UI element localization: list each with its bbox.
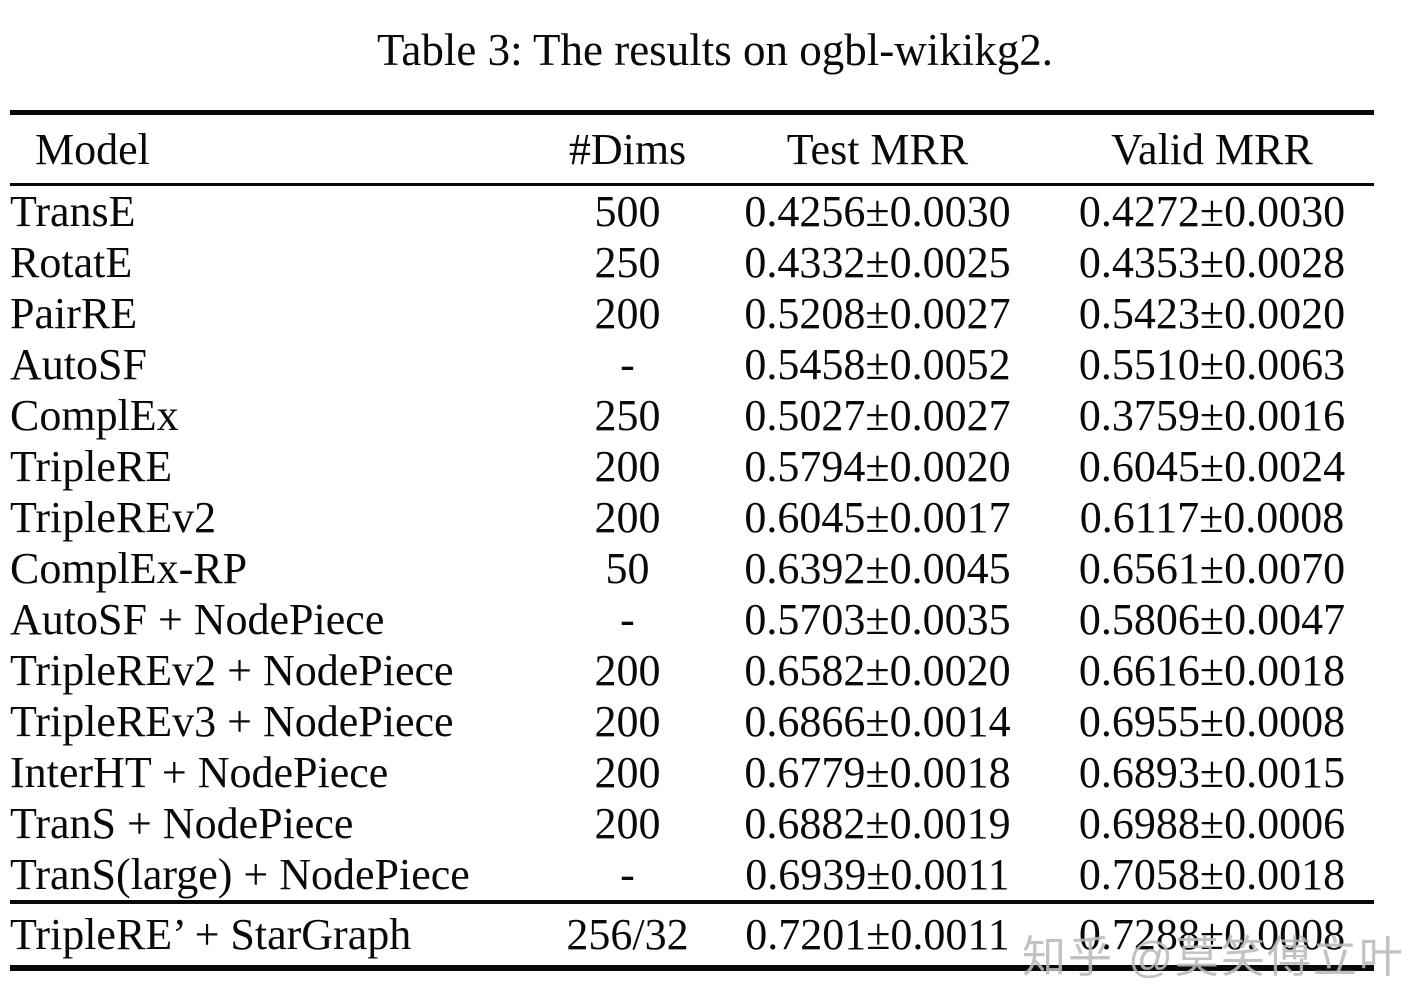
dims-cell: 250 [594, 238, 661, 287]
test-mrr-cell: 0.5208±0.0027 [744, 289, 1011, 338]
table-row: TranS(large) + NodePiece - 0.6939±0.0011 0.… [10, 849, 1374, 902]
dims-cell: - [620, 850, 635, 899]
table-row: PairRE 200 0.5208±0.0027 0.5423±0.0020 [10, 288, 1374, 339]
valid-mrr-cell: 0.7058±0.0018 [1078, 850, 1346, 899]
test-mrr-cell: 0.5703±0.0035 [744, 595, 1011, 644]
table-row: ComplEx-RP 50 0.6392±0.0045 0.6561±0.0070 [10, 543, 1374, 594]
table-row: TripleREv2 + NodePiece 200 0.6582±0.0020 0.… [10, 645, 1374, 696]
table-row: TripleREv2 200 0.6045±0.0017 0.6117±0.0008 [10, 492, 1374, 543]
column-header-test-mrr: Test MRR [705, 112, 1050, 186]
valid-mrr-cell: 0.4353±0.0028 [1078, 238, 1346, 287]
test-mrr-cell: 0.7201±0.0011 [745, 910, 1010, 959]
model-cell: RotatE [10, 238, 133, 287]
model-cell: TripleREv2 + NodePiece [10, 646, 454, 695]
dims-cell: 200 [594, 697, 661, 746]
table-row: AutoSF - 0.5458±0.0052 0.5510±0.0063 [10, 339, 1374, 390]
test-mrr-cell: 0.6882±0.0019 [744, 799, 1011, 848]
model-cell: TranS + NodePiece [10, 799, 354, 848]
model-cell: TripleREv2 [10, 493, 217, 542]
column-header-dims: #Dims [550, 112, 705, 186]
table-row: AutoSF + NodePiece - 0.5703±0.0035 0.5806±0… [10, 594, 1374, 645]
model-cell: InterHT + NodePiece [10, 748, 389, 797]
column-header-valid-mrr: Valid MRR [1050, 112, 1374, 186]
valid-mrr-cell: 0.6117±0.0008 [1079, 493, 1345, 542]
valid-mrr-cell: 0.3759±0.0016 [1078, 391, 1346, 440]
model-cell: PairRE [10, 289, 138, 338]
test-mrr-cell: 0.6939±0.0011 [745, 850, 1010, 899]
valid-mrr-cell: 0.4272±0.0030 [1078, 187, 1346, 236]
dims-cell: 250 [594, 391, 661, 440]
table-header: Model #Dims Test MRR Valid MRR [10, 112, 1374, 186]
test-mrr-cell: 0.6392±0.0045 [744, 544, 1011, 593]
model-cell: TripleREv3 + NodePiece [10, 697, 454, 746]
test-mrr-cell: 0.6779±0.0018 [744, 748, 1011, 797]
valid-mrr-cell: 0.6893±0.0015 [1078, 748, 1346, 797]
valid-mrr-cell: 0.7288±0.0008 [1078, 910, 1346, 959]
table-caption: Table 3: The results on ogbl-wikikg2. [377, 25, 1053, 75]
model-cell: AutoSF + NodePiece [10, 595, 385, 644]
test-mrr-cell: 0.6582±0.0020 [744, 646, 1011, 695]
dims-cell: 500 [594, 187, 661, 236]
valid-mrr-cell: 0.6616±0.0018 [1078, 646, 1346, 695]
table-row: RotatE 250 0.4332±0.0025 0.4353±0.0028 [10, 237, 1374, 288]
test-mrr-cell: 0.5458±0.0052 [744, 340, 1011, 389]
valid-mrr-cell: 0.6561±0.0070 [1078, 544, 1346, 593]
dims-cell: - [620, 340, 635, 389]
table-footer: TripleRE’ + StarGraph 256/32 0.7201±0.0011… [10, 902, 1374, 968]
dims-cell: 50 [605, 544, 650, 593]
test-mrr-cell: 0.4256±0.0030 [744, 187, 1011, 236]
column-header-model: Model [10, 112, 550, 186]
test-mrr-cell: 0.5027±0.0027 [744, 391, 1011, 440]
table-row: TripleRE’ + StarGraph 256/32 0.7201±0.0011… [10, 902, 1374, 968]
valid-mrr-cell: 0.6045±0.0024 [1078, 442, 1346, 491]
model-cell: TranS(large) + NodePiece [10, 850, 470, 899]
valid-mrr-cell: 0.6955±0.0008 [1078, 697, 1346, 746]
table-row: TranS + NodePiece 200 0.6882±0.0019 0.6988±… [10, 798, 1374, 849]
table-row: TripleREv3 + NodePiece 200 0.6866±0.0014 0.… [10, 696, 1374, 747]
valid-mrr-cell: 0.5806±0.0047 [1078, 595, 1346, 644]
valid-mrr-cell: 0.5510±0.0063 [1078, 340, 1346, 389]
model-cell: TripleRE’ + StarGraph [10, 910, 412, 959]
model-cell: TransE [10, 187, 136, 236]
dims-cell: 256/32 [566, 910, 689, 959]
dims-cell: - [620, 595, 635, 644]
zhihu-watermark: 知乎 @莫笑傅立叶 [1022, 933, 1405, 982]
dims-cell: 200 [594, 748, 661, 797]
dims-cell: 200 [594, 799, 661, 848]
table-row: TransE 500 0.4256±0.0030 0.4272±0.0030 [10, 185, 1374, 238]
table-body: TransE 500 0.4256±0.0030 0.4272±0.0030 Rotat… [10, 185, 1374, 902]
valid-mrr-cell: 0.6988±0.0006 [1078, 799, 1346, 848]
table-row: TripleRE 200 0.5794±0.0020 0.6045±0.0024 [10, 441, 1374, 492]
model-cell: ComplEx [10, 391, 179, 440]
test-mrr-cell: 0.6045±0.0017 [744, 493, 1011, 542]
dims-cell: 200 [594, 442, 661, 491]
results-table-wrap: Model #Dims Test MRR Valid MRR TransE 500… [10, 110, 1374, 971]
results-table: Model #Dims Test MRR Valid MRR TransE 500… [10, 110, 1374, 971]
test-mrr-cell: 0.6866±0.0014 [744, 697, 1011, 746]
model-cell: TripleRE [10, 442, 173, 491]
table-row: ComplEx 250 0.5027±0.0027 0.3759±0.0016 [10, 390, 1374, 441]
dims-cell: 200 [594, 493, 661, 542]
test-mrr-cell: 0.4332±0.0025 [744, 238, 1011, 287]
valid-mrr-cell: 0.5423±0.0020 [1078, 289, 1346, 338]
dims-cell: 200 [594, 289, 661, 338]
table-row: InterHT + NodePiece 200 0.6779±0.0018 0.689… [10, 747, 1374, 798]
model-cell: ComplEx-RP [10, 544, 248, 593]
header-row: Model #Dims Test MRR Valid MRR [10, 112, 1374, 186]
dims-cell: 200 [594, 646, 661, 695]
model-cell: AutoSF [10, 340, 147, 389]
test-mrr-cell: 0.5794±0.0020 [744, 442, 1011, 491]
